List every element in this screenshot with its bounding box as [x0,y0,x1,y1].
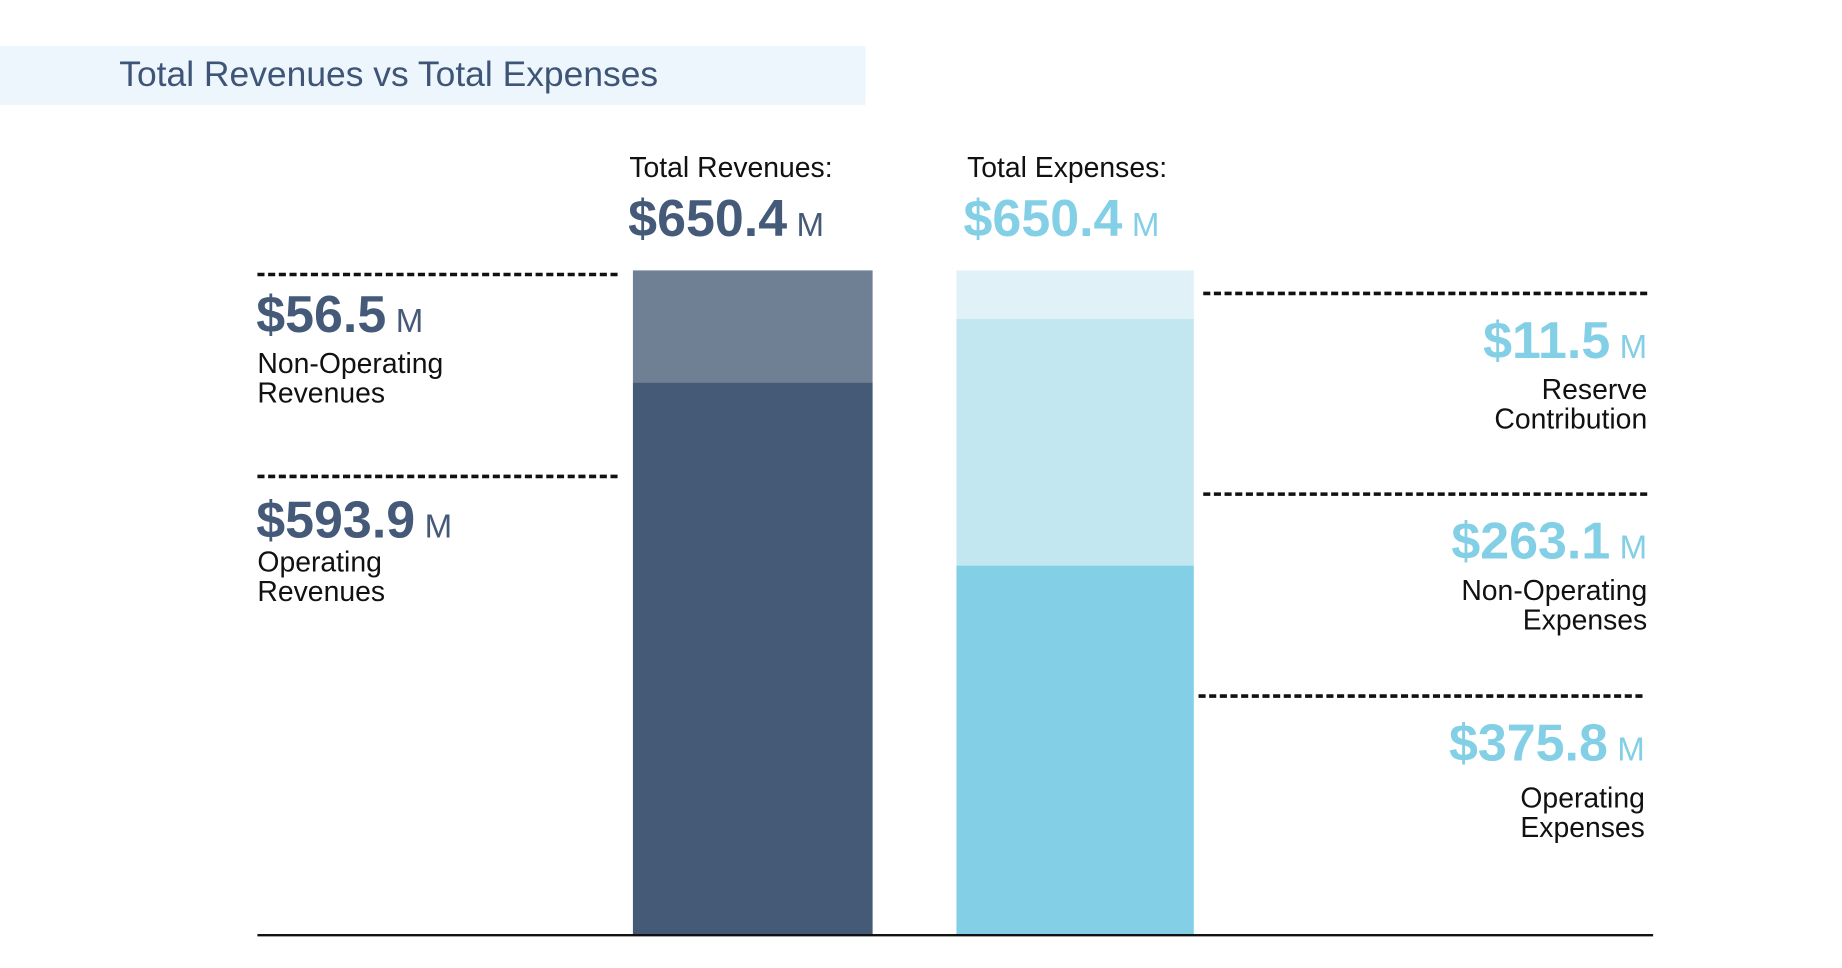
x-axis-baseline [257,934,1654,937]
label-line: Non-Operating [257,348,444,381]
leader-line [1203,291,1648,296]
category-label-non-operating-revenues: Non-Operating Revenues [257,350,443,409]
data-label-operating-expenses: $375.8 M [1449,714,1645,779]
unit: M [424,507,453,545]
label-line: Operating [1520,782,1645,815]
expense-bar [956,270,1194,936]
label-line: Operating [257,546,382,579]
data-label-non-operating-expenses: $263.1 M [1451,512,1647,577]
unit: M [1619,328,1648,365]
label-line: Non-Operating [1461,575,1648,607]
total-expenses-value: $650.4 M [964,190,1160,255]
data-label-operating-revenues: $593.9 M [256,491,452,556]
label-line: Expenses [1520,812,1645,845]
bar-segment-operating-expenses [956,565,1194,936]
value: $650.4 [628,190,788,248]
unit: M [1617,730,1645,768]
revenue-bar [632,270,873,936]
value: $56.5 [256,285,387,344]
label-line: Contribution [1494,403,1648,436]
unit: M [796,206,825,244]
leader-line [1198,694,1643,698]
data-label-non-operating-revenues: $56.5 M [256,286,423,351]
category-label-reserve-contribution: Reserve Contribution [1494,375,1647,434]
category-label-operating-expenses: Operating Expenses [1520,784,1644,843]
leader-line [257,272,618,277]
label-line: Revenues [257,377,386,410]
category-label-operating-revenues: Operating Revenues [257,548,385,607]
bar-segment-reserve-contribution [956,270,1194,319]
bar-segment-non-operating-revenues [632,270,873,383]
unit: M [1619,528,1648,566]
total-revenues-label: Total Revenues: [629,152,833,185]
total-revenues-value: $650.4 M [628,190,824,255]
bar-segment-operating-revenues [632,382,873,936]
data-label-reserve-contribution: $11.5 M [1483,312,1647,377]
bar-segment-non-operating-expenses [956,318,1194,566]
value: $263.1 [1451,512,1611,571]
category-label-non-operating-expenses: Non-Operating Expenses [1461,576,1647,635]
leader-line [257,474,618,479]
unit: M [1131,206,1160,244]
unit: M [395,302,424,339]
value: $593.9 [256,491,416,550]
label-line: Revenues [257,576,386,609]
value: $375.8 [1448,714,1608,773]
total-expenses-label: Total Expenses: [967,152,1168,185]
title-band [0,46,866,106]
chart-title: Total Revenues vs Total Expenses [119,55,659,95]
label-line: Reserve [1541,374,1648,407]
value: $11.5 [1483,311,1611,370]
value: $650.4 [963,190,1123,248]
leader-line [1203,492,1648,496]
label-line: Expenses [1522,604,1648,637]
